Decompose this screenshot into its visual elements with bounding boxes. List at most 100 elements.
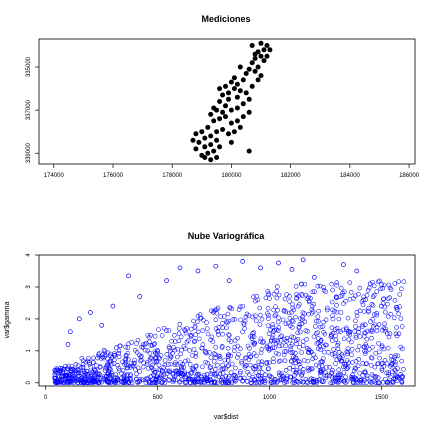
variograma-point	[354, 268, 360, 274]
variograma-point	[99, 322, 105, 328]
variograma-cloud-point	[149, 343, 155, 348]
variograma-cloud-point	[240, 303, 246, 309]
nube-variografica-y-label: var$gamma	[4, 301, 11, 338]
variograma-cloud-point	[267, 373, 273, 379]
variograma-cloud-point	[166, 362, 171, 367]
variograma-cloud-point	[162, 380, 168, 385]
variograma-cloud-point	[188, 326, 194, 332]
variograma-cloud-point	[107, 376, 112, 382]
variograma-cloud-point	[227, 333, 232, 338]
variograma-cloud-point	[217, 356, 223, 361]
variograma-cloud-point	[306, 347, 312, 352]
variograma-cloud-point	[155, 348, 160, 353]
mediciones-point	[252, 51, 258, 57]
mediciones-x-tick-label: 184000	[340, 173, 361, 179]
variograma-cloud-point	[329, 352, 335, 357]
variograma-cloud-point	[344, 358, 350, 363]
variograma-cloud-point	[299, 281, 304, 287]
variograma-cloud-point	[123, 356, 129, 361]
mediciones-point	[255, 77, 261, 83]
variograma-cloud-point	[333, 333, 338, 339]
variograma-cloud-point	[329, 299, 335, 305]
variograma-cloud-point	[265, 311, 270, 316]
variograma-point	[76, 316, 82, 322]
variograma-point	[177, 265, 183, 271]
variograma-cloud-point	[300, 370, 305, 375]
variograma-cloud-point	[151, 372, 156, 377]
variograma-cloud-point	[172, 339, 178, 344]
variograma-cloud-point	[361, 309, 367, 314]
variograma-cloud-point	[240, 329, 245, 335]
mediciones-point	[249, 83, 255, 89]
mediciones-point	[228, 79, 234, 85]
variograma-cloud-point	[329, 375, 335, 380]
variograma-cloud-point	[247, 362, 253, 368]
variograma-cloud-point	[251, 334, 257, 340]
variograma-cloud-point	[92, 378, 97, 384]
variograma-cloud-point	[273, 304, 278, 309]
variograma-cloud-point	[207, 350, 212, 355]
variograma-cloud-point	[188, 332, 193, 338]
variograma-cloud-point	[280, 373, 285, 379]
variograma-point	[88, 310, 93, 315]
variograma-cloud-point	[370, 344, 375, 350]
variograma-cloud-point	[213, 373, 219, 379]
variograma-cloud-point	[172, 374, 177, 379]
variograma-cloud-point	[367, 378, 373, 384]
variograma-cloud-point	[231, 348, 237, 354]
mediciones-point	[211, 118, 217, 124]
variograma-cloud-point	[284, 377, 289, 382]
variograma-cloud-point	[349, 339, 354, 345]
variograma-cloud-point	[340, 290, 345, 296]
variograma-cloud-point	[198, 315, 204, 321]
variograma-cloud-point	[257, 322, 263, 327]
variograma-cloud-point	[235, 355, 240, 360]
mediciones-y-tick-label: 335000	[26, 56, 32, 77]
variograma-cloud-point	[170, 370, 175, 376]
variograma-cloud-point	[254, 293, 259, 299]
variograma-cloud-point	[391, 315, 397, 321]
variograma-cloud-point	[373, 374, 379, 379]
variograma-cloud-point	[191, 347, 197, 352]
variograma-cloud-point	[343, 374, 348, 380]
variograma-cloud-point	[357, 308, 363, 314]
variograma-cloud-point	[230, 317, 236, 322]
variograma-cloud-point	[167, 368, 172, 374]
variograma-cloud-point	[179, 347, 184, 353]
mediciones-point	[243, 71, 249, 76]
variograma-cloud-point	[226, 374, 232, 379]
variograma-cloud-point	[66, 380, 71, 385]
mediciones-point	[208, 157, 214, 163]
variograma-cloud-point	[334, 295, 339, 301]
variograma-point	[67, 329, 73, 335]
variograma-cloud-point	[391, 377, 396, 382]
variograma-cloud-point	[166, 377, 171, 382]
variograma-cloud-point	[330, 330, 336, 336]
variograma-cloud-point	[68, 377, 73, 383]
variograma-cloud-point	[240, 378, 245, 384]
variograma-cloud-point	[182, 369, 188, 375]
variograma-cloud-point	[82, 376, 88, 381]
variograma-cloud-point	[197, 312, 203, 317]
variograma-cloud-point	[274, 295, 280, 301]
variograma-cloud-point	[135, 379, 140, 385]
variograma-cloud-point	[211, 379, 217, 385]
variograma-cloud-point	[125, 372, 130, 377]
variograma-cloud-point	[351, 379, 356, 385]
variograma-cloud-point	[287, 293, 292, 299]
variograma-point	[126, 273, 131, 279]
variograma-cloud-point	[371, 283, 377, 289]
variograma-cloud-point	[324, 365, 329, 370]
mediciones-point	[217, 99, 223, 104]
variograma-y-tick-label: 1	[26, 349, 32, 353]
mediciones-point	[223, 103, 228, 109]
variograma-cloud-point	[303, 328, 309, 333]
variograma-cloud-point	[113, 345, 119, 350]
variograma-cloud-point	[317, 344, 323, 349]
variograma-cloud-point	[124, 365, 130, 371]
variograma-cloud-point	[336, 367, 341, 373]
variograma-cloud-point	[294, 367, 299, 373]
variograma-cloud-point	[67, 372, 72, 377]
mediciones-point	[193, 146, 199, 152]
